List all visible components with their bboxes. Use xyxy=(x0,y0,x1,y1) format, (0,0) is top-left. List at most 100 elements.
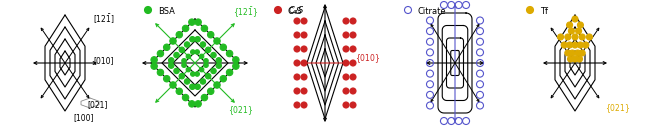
Circle shape xyxy=(216,58,222,63)
Circle shape xyxy=(190,37,195,42)
Circle shape xyxy=(179,73,185,79)
Circle shape xyxy=(163,44,170,51)
Circle shape xyxy=(170,82,176,88)
Circle shape xyxy=(195,50,200,54)
Circle shape xyxy=(566,22,573,28)
Circle shape xyxy=(200,42,205,47)
Circle shape xyxy=(200,54,204,59)
Circle shape xyxy=(301,18,307,24)
Circle shape xyxy=(301,102,307,108)
Circle shape xyxy=(572,42,578,48)
Text: $[12\bar{1}]$: $[12\bar{1}]$ xyxy=(93,12,115,26)
Circle shape xyxy=(577,42,583,48)
Circle shape xyxy=(343,74,349,80)
Circle shape xyxy=(200,67,204,72)
Circle shape xyxy=(202,25,207,32)
Circle shape xyxy=(195,72,200,76)
Circle shape xyxy=(583,42,589,48)
Circle shape xyxy=(214,82,220,88)
Circle shape xyxy=(561,42,567,48)
Circle shape xyxy=(157,50,164,57)
Circle shape xyxy=(220,44,227,51)
Circle shape xyxy=(203,63,208,67)
Text: $\{12\bar{1}\}$: $\{12\bar{1}\}$ xyxy=(233,6,259,20)
Circle shape xyxy=(568,56,573,62)
Circle shape xyxy=(294,102,300,108)
Circle shape xyxy=(575,28,582,34)
Circle shape xyxy=(157,69,164,76)
Circle shape xyxy=(195,19,202,25)
Circle shape xyxy=(350,60,356,66)
Circle shape xyxy=(343,46,349,52)
Circle shape xyxy=(220,75,227,82)
Text: $\{010\}$: $\{010\}$ xyxy=(355,53,380,65)
Circle shape xyxy=(566,42,573,48)
Circle shape xyxy=(301,60,307,66)
Circle shape xyxy=(203,59,208,63)
Circle shape xyxy=(572,34,578,40)
Circle shape xyxy=(350,74,356,80)
Circle shape xyxy=(568,28,574,34)
Circle shape xyxy=(294,18,300,24)
Circle shape xyxy=(185,79,190,84)
Circle shape xyxy=(343,102,349,108)
Text: [010]: [010] xyxy=(93,56,113,66)
Circle shape xyxy=(577,56,583,62)
Circle shape xyxy=(586,34,592,40)
Circle shape xyxy=(182,94,189,101)
Circle shape xyxy=(174,52,179,58)
Circle shape xyxy=(174,68,179,74)
Text: $C_4S$: $C_4S$ xyxy=(288,5,305,17)
Text: BSA: BSA xyxy=(158,7,175,15)
Circle shape xyxy=(570,50,575,56)
Circle shape xyxy=(301,46,307,52)
Circle shape xyxy=(572,56,578,62)
Circle shape xyxy=(577,22,583,28)
Text: [021]: [021] xyxy=(87,101,108,109)
Circle shape xyxy=(294,32,300,38)
Circle shape xyxy=(350,18,356,24)
Circle shape xyxy=(189,101,195,107)
Circle shape xyxy=(190,84,195,89)
Text: Citrate: Citrate xyxy=(418,7,446,15)
Circle shape xyxy=(195,84,200,89)
Text: $\{021\}$: $\{021\}$ xyxy=(605,103,631,115)
Text: [100]: [100] xyxy=(73,114,93,122)
Text: Tf: Tf xyxy=(540,7,548,15)
Circle shape xyxy=(350,102,356,108)
Circle shape xyxy=(205,47,211,53)
Circle shape xyxy=(294,88,300,94)
Circle shape xyxy=(200,79,205,84)
Circle shape xyxy=(575,50,581,56)
Circle shape xyxy=(170,38,176,44)
Circle shape xyxy=(191,50,195,54)
Circle shape xyxy=(343,32,349,38)
Circle shape xyxy=(572,16,578,22)
Circle shape xyxy=(186,67,191,72)
Circle shape xyxy=(350,32,356,38)
Circle shape xyxy=(350,88,356,94)
Circle shape xyxy=(195,37,200,42)
Circle shape xyxy=(163,75,170,82)
Circle shape xyxy=(145,7,152,13)
Circle shape xyxy=(182,25,189,32)
Circle shape xyxy=(191,72,195,76)
Text: $\{021\}$: $\{021\}$ xyxy=(228,105,253,117)
Circle shape xyxy=(350,46,356,52)
Circle shape xyxy=(294,46,300,52)
Circle shape xyxy=(301,32,307,38)
Circle shape xyxy=(151,63,157,69)
Circle shape xyxy=(301,74,307,80)
Circle shape xyxy=(275,7,281,13)
Circle shape xyxy=(207,88,214,94)
Circle shape xyxy=(226,50,233,57)
Circle shape xyxy=(195,101,202,107)
Circle shape xyxy=(233,57,239,63)
Circle shape xyxy=(557,34,564,40)
Circle shape xyxy=(301,88,307,94)
Circle shape xyxy=(233,63,239,69)
Circle shape xyxy=(211,68,216,74)
Circle shape xyxy=(343,60,349,66)
Circle shape xyxy=(565,50,571,56)
Circle shape xyxy=(189,19,195,25)
